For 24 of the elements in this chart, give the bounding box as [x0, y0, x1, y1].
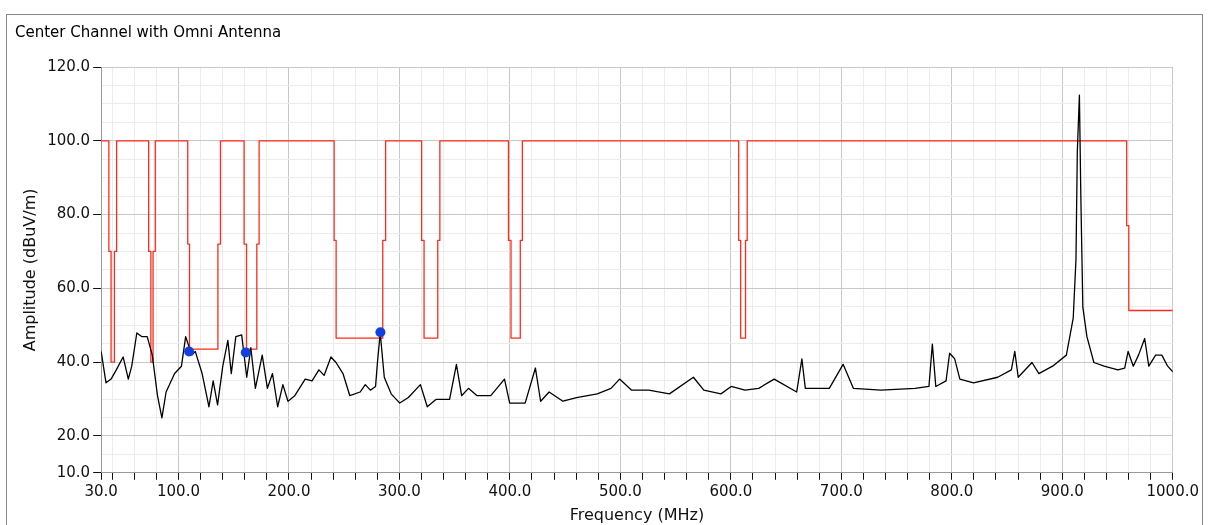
chart-title: Center Channel with Omni Antenna	[15, 23, 282, 41]
x-tick-label: 700.0	[819, 481, 863, 500]
x-tick-label: 900.0	[1040, 481, 1084, 500]
x-tick-label: 200.0	[267, 481, 311, 500]
x-tick-label: 100.0	[157, 481, 200, 500]
y-tick-label: 100.0	[47, 130, 91, 149]
y-axis-title: Amplitude (dBuV/m)	[19, 188, 39, 352]
y-tick-label: 20.0	[56, 425, 91, 444]
y-tick-label: 80.0	[56, 204, 91, 223]
x-tick-label: 300.0	[377, 481, 421, 500]
point	[240, 347, 251, 358]
x-tick-label: 600.0	[709, 481, 753, 500]
y-tick-label: 60.0	[56, 278, 91, 297]
x-axis-title: Frequency (MHz)	[569, 504, 705, 524]
x-tick-label: 400.0	[488, 481, 532, 500]
x-tick-label: 800.0	[930, 481, 974, 500]
point	[375, 327, 386, 338]
x-tick-label: 30.0	[84, 481, 118, 500]
y-tick-label: 10.0	[56, 462, 91, 481]
x-tick-label: 1000.0	[1146, 481, 1200, 500]
y-tick-label: 40.0	[56, 352, 91, 371]
point	[184, 346, 195, 357]
x-tick-label: 500.0	[598, 481, 642, 500]
y-tick-label: 120.0	[47, 56, 91, 75]
